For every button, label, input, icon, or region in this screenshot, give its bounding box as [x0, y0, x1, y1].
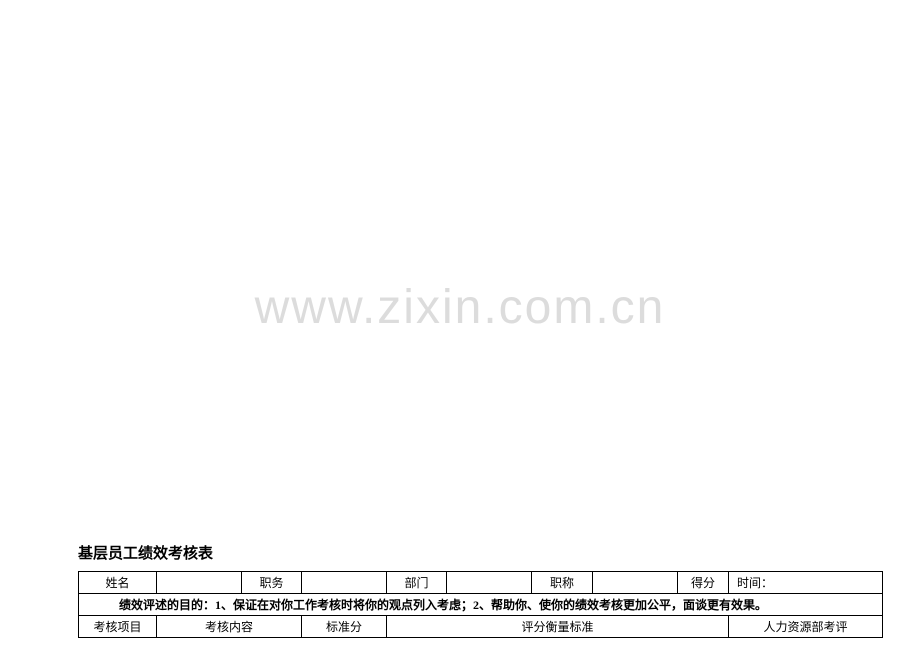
header-hr-review: 人力资源部考评: [729, 616, 883, 638]
header-standard-score: 标准分: [302, 616, 387, 638]
value-title: [593, 572, 678, 594]
table-row-purpose: 绩效评述的目的：1、保证在对你工作考核时将你的观点列入考虑；2、帮助你、使你的绩…: [79, 594, 883, 616]
watermark-text: www.zixin.com.cn: [255, 280, 666, 335]
table-row-info: 姓名 职务 部门 职称 得分 时间：: [79, 572, 883, 594]
label-score: 得分: [678, 572, 729, 594]
document-title: 基层员工绩效考核表: [78, 542, 880, 563]
header-project: 考核项目: [79, 616, 157, 638]
value-department: [447, 572, 532, 594]
label-title: 职称: [532, 572, 593, 594]
label-name: 姓名: [79, 572, 157, 594]
label-position: 职务: [242, 572, 302, 594]
label-time: 时间：: [729, 572, 883, 594]
value-position: [302, 572, 387, 594]
header-criteria: 评分衡量标准: [387, 616, 729, 638]
document-content: 基层员工绩效考核表 姓名 职务 部门 职称 得分 时间： 绩效评述的目的：1、保…: [78, 542, 880, 638]
table-row-headers: 考核项目 考核内容 标准分 评分衡量标准 人力资源部考评: [79, 616, 883, 638]
performance-table: 姓名 职务 部门 职称 得分 时间： 绩效评述的目的：1、保证在对你工作考核时将…: [78, 571, 883, 638]
label-department: 部门: [387, 572, 447, 594]
header-content: 考核内容: [157, 616, 302, 638]
value-name: [157, 572, 242, 594]
purpose-text: 绩效评述的目的：1、保证在对你工作考核时将你的观点列入考虑；2、帮助你、使你的绩…: [79, 594, 883, 616]
